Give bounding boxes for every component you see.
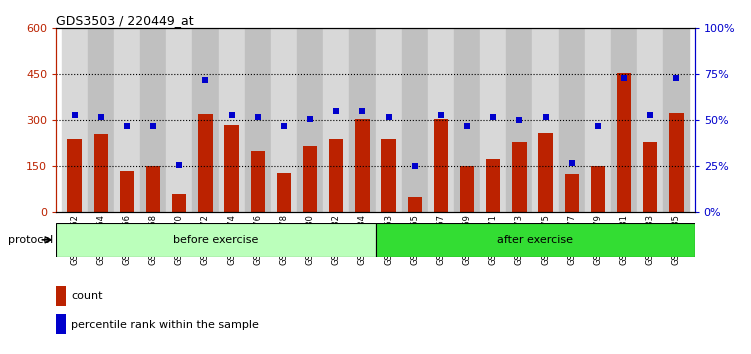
Bar [669, 113, 683, 212]
Bar [62, 28, 88, 212]
Bar [219, 28, 245, 212]
Bar [428, 28, 454, 212]
Bar [297, 28, 323, 212]
Bar [271, 28, 297, 212]
Bar [617, 73, 632, 212]
Bar [480, 28, 506, 212]
Bar [376, 28, 402, 212]
Point [173, 162, 185, 167]
Bar [532, 28, 559, 212]
Point [252, 114, 264, 120]
Bar [198, 114, 213, 212]
Bar [611, 28, 637, 212]
Bar [68, 139, 82, 212]
Bar [512, 142, 526, 212]
Bar [585, 28, 611, 212]
Bar [506, 28, 532, 212]
Bar [94, 134, 108, 212]
Point [225, 112, 237, 118]
Bar [119, 171, 134, 212]
Bar [559, 28, 585, 212]
Point [330, 108, 342, 114]
Text: before exercise: before exercise [173, 235, 258, 245]
Bar [643, 142, 657, 212]
Point [278, 123, 290, 129]
Bar [591, 166, 605, 212]
Text: count: count [71, 291, 103, 301]
Point [539, 114, 551, 120]
Point [514, 118, 526, 123]
Bar [460, 166, 475, 212]
Point [671, 75, 683, 81]
Bar [303, 147, 317, 212]
Bar [56, 223, 376, 257]
Text: GDS3503 / 220449_at: GDS3503 / 220449_at [56, 14, 194, 27]
Point [592, 123, 604, 129]
Bar [434, 119, 448, 212]
Bar [637, 28, 663, 212]
Bar [382, 139, 396, 212]
Point [382, 114, 394, 120]
Point [95, 114, 107, 120]
Bar [402, 28, 428, 212]
Bar [376, 223, 695, 257]
Bar [172, 194, 186, 212]
Bar [323, 28, 349, 212]
Bar [140, 28, 166, 212]
Bar [225, 125, 239, 212]
Bar [88, 28, 114, 212]
Bar [486, 159, 500, 212]
Point [121, 123, 133, 129]
Bar [349, 28, 376, 212]
Bar [663, 28, 689, 212]
Point [409, 164, 421, 169]
Bar [355, 119, 369, 212]
Point [487, 114, 499, 120]
Text: percentile rank within the sample: percentile rank within the sample [71, 320, 259, 330]
Bar [146, 166, 160, 212]
Point [357, 108, 369, 114]
Bar [454, 28, 480, 212]
Bar [245, 28, 271, 212]
Point [304, 116, 316, 121]
Point [644, 112, 656, 118]
Bar [166, 28, 192, 212]
Point [566, 160, 578, 166]
Point [68, 112, 80, 118]
Bar [408, 197, 422, 212]
Text: protocol: protocol [8, 235, 53, 245]
Bar [56, 314, 66, 334]
Bar [114, 28, 140, 212]
Point [461, 123, 473, 129]
Bar [276, 172, 291, 212]
Bar [251, 151, 265, 212]
Bar [538, 133, 553, 212]
Bar [565, 174, 579, 212]
Point [147, 123, 159, 129]
Point [200, 77, 212, 83]
Bar [329, 139, 343, 212]
Bar [192, 28, 219, 212]
Text: after exercise: after exercise [497, 235, 573, 245]
Bar [56, 286, 66, 306]
Point [618, 75, 630, 81]
Point [435, 112, 447, 118]
